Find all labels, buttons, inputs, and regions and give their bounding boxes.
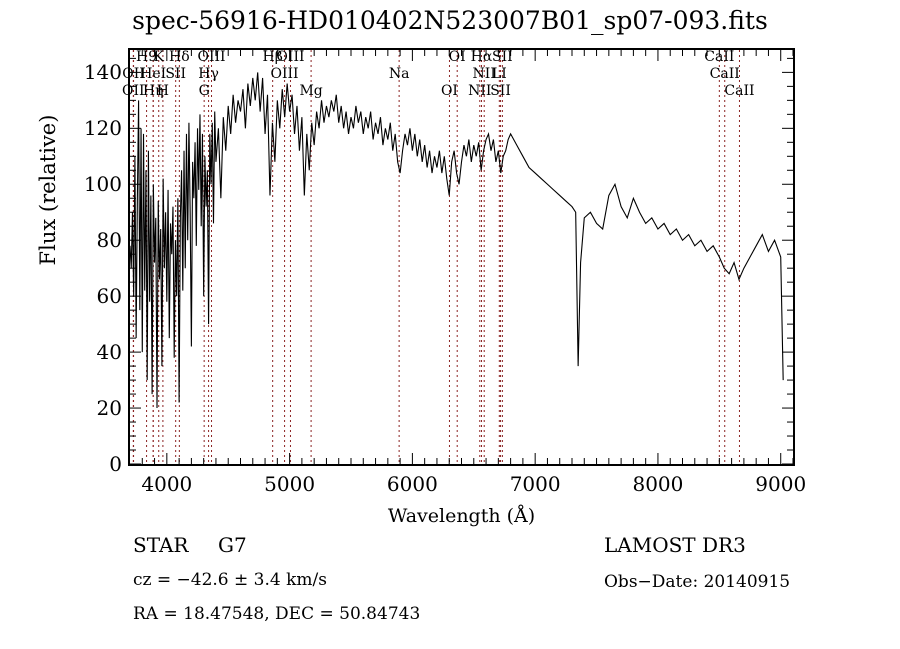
line-label-H: Hα <box>470 49 493 65</box>
x-tick-7000: 7000 <box>509 472 561 496</box>
y-tick-60: 60 <box>96 284 122 309</box>
y-tick-20: 20 <box>96 396 122 421</box>
line-label-H: Hδ <box>169 49 190 65</box>
spectrum-canvas <box>130 50 793 464</box>
line-marker-group <box>132 50 740 464</box>
line-label-Mg: Mg <box>299 83 323 99</box>
redshift-velocity: cz = −42.6 ± 3.4 km/s <box>133 570 327 590</box>
line-label-OII: OII <box>122 83 145 99</box>
x-tick-5000: 5000 <box>264 472 316 496</box>
y-tick-100: 100 <box>83 172 122 197</box>
obs-date: Obs−Date: 20140915 <box>604 572 791 592</box>
plot-frame <box>128 48 795 466</box>
x-tick-6000: 6000 <box>386 472 438 496</box>
x-axis-label: Wavelength (Å) <box>387 505 536 527</box>
object-type: STAR <box>133 533 189 557</box>
y-tick-0: 0 <box>109 452 122 476</box>
line-label-OIII: OIII <box>197 49 226 65</box>
line-label-H9: H9 <box>136 49 158 65</box>
line-label-OI: OI <box>440 83 458 99</box>
line-label-CaII: CaII <box>724 83 755 99</box>
line-label-OI: OI <box>448 49 466 65</box>
y-tick-140: 140 <box>83 60 122 85</box>
page-title: spec-56916-HD010402N523007B01_sp07-093.f… <box>132 6 768 35</box>
coordinates: RA = 18.47548, DEC = 50.84743 <box>133 604 421 624</box>
line-label-H: H <box>156 83 169 99</box>
line-label-H: Hβ <box>262 49 283 65</box>
spectral-class: G7 <box>218 533 247 557</box>
line-label-OIII: OIII <box>270 66 299 82</box>
line-label-SII: SII <box>490 83 511 99</box>
axis-tick-marks <box>130 50 793 464</box>
line-label-LI: LI <box>491 66 507 82</box>
spectrum-trace <box>130 72 784 409</box>
x-axis-ticks: 4000 5000 6000 7000 8000 9000 <box>128 472 806 502</box>
y-tick-40: 40 <box>96 340 122 365</box>
line-label-G: G <box>198 83 210 99</box>
line-label-Na: Na <box>388 66 410 82</box>
line-label-H: Hη <box>142 83 164 99</box>
line-label-SII: SII <box>165 66 186 82</box>
line-label-OII: OII <box>122 66 145 82</box>
line-label-SII: SII <box>492 49 513 65</box>
line-label-OIII: OIII <box>276 49 305 65</box>
y-axis-ticks: 0 20 40 60 80 100 120 140 <box>58 48 122 476</box>
line-label-NII: NII <box>468 83 492 99</box>
x-tick-9000: 9000 <box>755 472 807 496</box>
line-label-NII: NII <box>472 66 496 82</box>
line-label-CaII: CaII <box>704 49 735 65</box>
line-label-CaII: CaII <box>709 66 740 82</box>
x-tick-4000: 4000 <box>141 472 193 496</box>
line-label-HeI: HeI <box>140 66 167 82</box>
y-tick-80: 80 <box>96 228 122 253</box>
x-tick-8000: 8000 <box>632 472 684 496</box>
y-tick-120: 120 <box>83 116 122 141</box>
survey-name: LAMOST DR3 <box>604 533 746 557</box>
line-label-K: K <box>153 49 164 65</box>
line-label-H: Hγ <box>198 66 219 82</box>
spectral-line-labels: OII OII H9 Hη HeI K H SII Hδ G Hγ OIII Hβ OIII OIII Mg N… <box>0 48 900 108</box>
